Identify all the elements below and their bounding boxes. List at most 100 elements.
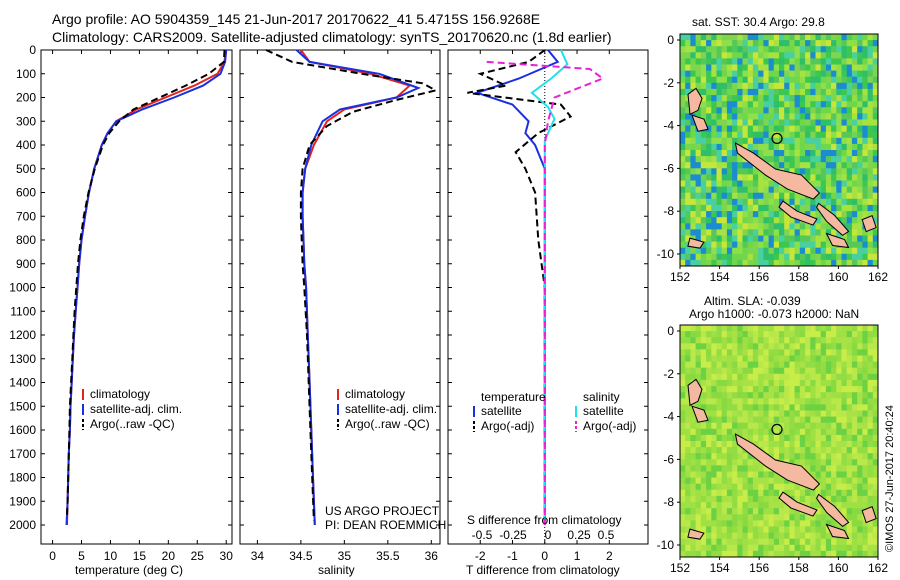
legend-label: climatology: [345, 387, 405, 401]
series-line-argo: [66, 49, 226, 516]
land-mass: [734, 142, 821, 200]
depth-tick-label: 2000: [9, 518, 36, 532]
depth-tick-label: 400: [16, 138, 36, 152]
sla-map-title-1: Altim. SLA: -0.039: [704, 294, 801, 308]
depth-tick-label: 600: [16, 186, 36, 200]
land-mass: [691, 114, 709, 132]
argo-position-marker: [771, 132, 783, 144]
legend-header-temperature: temperature: [481, 390, 546, 404]
depth-tick-label: 1100: [10, 304, 36, 318]
imos-stamp: ©IMOS 27-Jun-2017 20:40:24: [884, 405, 896, 552]
series-line-t-argo: [467, 49, 573, 525]
map-ytick-label: -2: [663, 367, 674, 381]
land-mass: [687, 87, 703, 116]
difference-x2label: S difference from climatology: [467, 513, 622, 527]
legend-label: satellite: [583, 404, 624, 418]
depth-tick-label: 900: [16, 257, 36, 271]
legend-label: Argo(-adj): [583, 419, 636, 433]
temperature-profile-xtick-label: 5: [78, 549, 85, 563]
map-ytick-label: 0: [667, 33, 674, 47]
map-ytick-label: -4: [663, 410, 674, 424]
map-frame: [679, 324, 879, 558]
legend-label: satellite: [481, 404, 522, 418]
depth-tick-label: 200: [16, 91, 36, 105]
salinity-profile-xtick-label: 34.5: [289, 549, 313, 563]
land-mass: [687, 237, 705, 249]
salinity-diff-tick-label: -0.5: [472, 528, 493, 542]
legend-label: climatology: [90, 387, 150, 401]
salinity-xlabel: salinity: [318, 563, 355, 577]
depth-tick-label: 800: [16, 233, 36, 247]
legend-label: satellite-adj. clim.: [345, 402, 437, 416]
depth-tick-label: 1500: [9, 399, 36, 413]
depth-tick-label: 1000: [9, 281, 36, 295]
depth-tick-label: 1800: [9, 471, 36, 485]
series-line-satellite-adj-clim-: [65, 49, 228, 526]
map-frame: [679, 33, 879, 267]
map-ytick-label: -4: [663, 119, 674, 133]
pi-label: PI: DEAN ROEMMICH: [325, 518, 447, 532]
temperature-xlabel: temperature (deg C): [75, 563, 184, 577]
salinity-profile-xtick-label: 36: [425, 549, 439, 563]
map-ytick-label: -8: [663, 204, 674, 218]
difference-profile-xtick-label: -1: [507, 549, 518, 563]
depth-tick-label: 1700: [9, 447, 36, 461]
difference-profile-xtick-label: 0: [541, 549, 548, 563]
salinity-profile-frame: [239, 49, 441, 545]
map-xtick-label: 158: [789, 270, 809, 284]
land-mass: [816, 202, 850, 236]
sst-map-title: sat. SST: 30.4 Argo: 29.8: [692, 15, 825, 29]
map-sla: [679, 324, 879, 558]
legend-label: satellite-adj. clim.: [90, 402, 182, 416]
legend-label: Argo(..raw -QC): [345, 417, 430, 431]
land-mass: [825, 523, 850, 540]
legend-label: Argo(-adj): [481, 419, 534, 433]
map-xtick-label: 162: [868, 561, 888, 575]
series-line-t-satellite: [473, 49, 560, 525]
map-xtick-label: 158: [789, 561, 809, 575]
legend-label: Argo(..raw -QC): [90, 417, 175, 431]
land-mass: [734, 433, 821, 491]
header-line-1: Argo profile: AO 5904359_145 21-Jun-2017…: [52, 11, 541, 27]
map-xtick-label: 154: [710, 270, 730, 284]
temperature-profile-xtick-label: 15: [133, 549, 147, 563]
map-ytick-label: -8: [663, 495, 674, 509]
map-xtick-label: 152: [670, 561, 690, 575]
map-ytick-label: -6: [663, 161, 674, 175]
salinity-diff-tick-label: 0.25: [567, 528, 591, 542]
temperature-profile-xtick-label: 25: [191, 549, 205, 563]
depth-tick-label: 700: [16, 209, 36, 223]
argo-position-marker: [771, 423, 783, 435]
map-sst: [679, 33, 879, 267]
land-mass: [687, 528, 705, 540]
temperature-profile-xtick-label: 0: [49, 549, 56, 563]
map-ytick-label: -10: [657, 538, 675, 552]
depth-tick-label: 1600: [9, 423, 36, 437]
land-mass: [825, 232, 850, 249]
salinity-diff-tick-label: -0.25: [499, 528, 527, 542]
map-xtick-label: 152: [670, 270, 690, 284]
salinity-profile-xtick-label: 35: [338, 549, 352, 563]
land-mass: [778, 491, 818, 517]
temperature-profile-xtick-label: 20: [162, 549, 176, 563]
map-ytick-label: -6: [663, 452, 674, 466]
difference-profile-xtick-label: -2: [475, 549, 486, 563]
depth-tick-label: 300: [16, 114, 36, 128]
difference-profile-xtick-label: 2: [606, 549, 613, 563]
series-line-argo: [265, 49, 439, 521]
salinity-profile-xtick-label: 34: [251, 549, 265, 563]
project-label: US ARGO PROJECT: [325, 504, 440, 518]
difference-xlabel: T difference from climatology: [466, 563, 620, 577]
land-mass: [687, 378, 703, 407]
map-xtick-label: 160: [828, 561, 848, 575]
land-mass: [861, 214, 877, 233]
map-xtick-label: 154: [710, 561, 730, 575]
depth-tick-label: 1200: [9, 328, 36, 342]
salinity-diff-tick-label: 0.5: [598, 528, 615, 542]
land-mass: [816, 493, 850, 527]
temperature-profile-xtick-label: 10: [104, 549, 118, 563]
map-xtick-label: 162: [868, 270, 888, 284]
map-xtick-label: 156: [749, 561, 769, 575]
depth-tick-label: 0: [29, 43, 36, 57]
